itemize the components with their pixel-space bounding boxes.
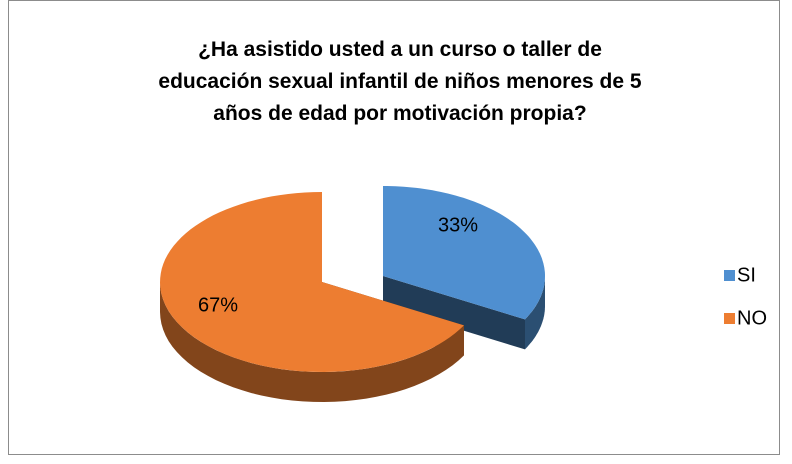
data-label: 67% <box>198 294 238 316</box>
data-label: 33% <box>438 214 478 236</box>
slice-wall <box>525 276 545 350</box>
slice-side <box>383 276 525 350</box>
legend-swatch <box>724 313 735 324</box>
legend-label: NO <box>737 307 767 329</box>
slice-wall <box>160 282 464 402</box>
legend-label: SI <box>737 264 756 286</box>
slice <box>383 186 545 320</box>
legend-swatch <box>724 270 735 281</box>
chart-title: ¿Ha asistido usted a un curso o taller d… <box>158 38 641 125</box>
slice <box>160 192 464 372</box>
